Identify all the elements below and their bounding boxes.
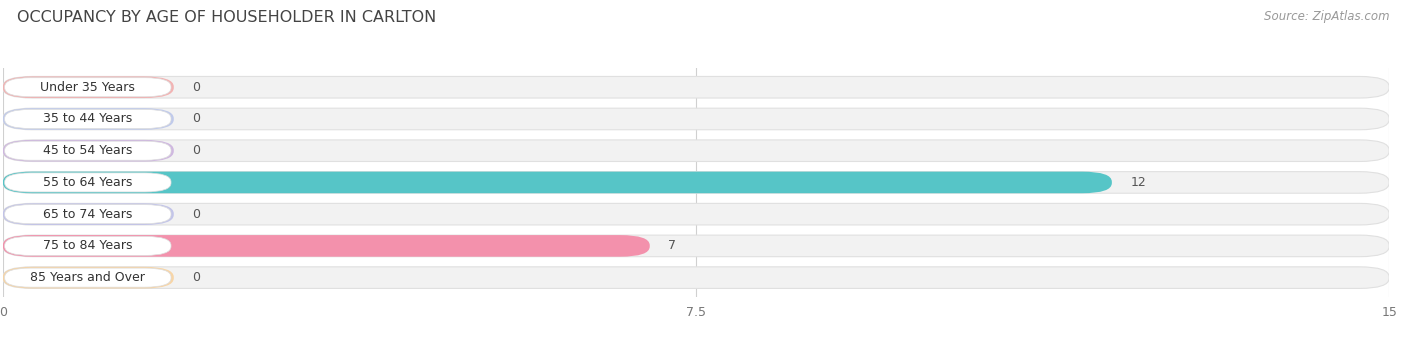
Text: 0: 0: [193, 271, 200, 284]
FancyBboxPatch shape: [3, 172, 1112, 193]
FancyBboxPatch shape: [3, 108, 174, 130]
FancyBboxPatch shape: [3, 76, 174, 98]
Text: 85 Years and Over: 85 Years and Over: [31, 271, 145, 284]
FancyBboxPatch shape: [3, 140, 1389, 162]
Text: 65 to 74 Years: 65 to 74 Years: [44, 208, 132, 221]
FancyBboxPatch shape: [3, 203, 1389, 225]
FancyBboxPatch shape: [3, 203, 174, 225]
FancyBboxPatch shape: [3, 76, 1389, 98]
FancyBboxPatch shape: [4, 109, 172, 129]
Text: 55 to 64 Years: 55 to 64 Years: [44, 176, 132, 189]
FancyBboxPatch shape: [3, 172, 1389, 193]
Text: Under 35 Years: Under 35 Years: [41, 81, 135, 94]
Text: 0: 0: [193, 208, 200, 221]
Text: 75 to 84 Years: 75 to 84 Years: [44, 239, 132, 252]
Text: 0: 0: [193, 113, 200, 125]
FancyBboxPatch shape: [3, 235, 1389, 257]
Text: 0: 0: [193, 81, 200, 94]
FancyBboxPatch shape: [4, 268, 172, 287]
Text: Source: ZipAtlas.com: Source: ZipAtlas.com: [1264, 10, 1389, 23]
Text: OCCUPANCY BY AGE OF HOUSEHOLDER IN CARLTON: OCCUPANCY BY AGE OF HOUSEHOLDER IN CARLT…: [17, 10, 436, 25]
Text: 12: 12: [1130, 176, 1146, 189]
FancyBboxPatch shape: [3, 140, 174, 162]
FancyBboxPatch shape: [4, 173, 172, 192]
FancyBboxPatch shape: [3, 267, 174, 288]
FancyBboxPatch shape: [3, 108, 1389, 130]
FancyBboxPatch shape: [4, 236, 172, 255]
FancyBboxPatch shape: [4, 205, 172, 224]
Text: 0: 0: [193, 144, 200, 157]
FancyBboxPatch shape: [4, 78, 172, 97]
FancyBboxPatch shape: [3, 235, 650, 257]
Text: 45 to 54 Years: 45 to 54 Years: [44, 144, 132, 157]
FancyBboxPatch shape: [3, 267, 1389, 288]
Text: 35 to 44 Years: 35 to 44 Years: [44, 113, 132, 125]
FancyBboxPatch shape: [4, 141, 172, 160]
Text: 7: 7: [668, 239, 676, 252]
